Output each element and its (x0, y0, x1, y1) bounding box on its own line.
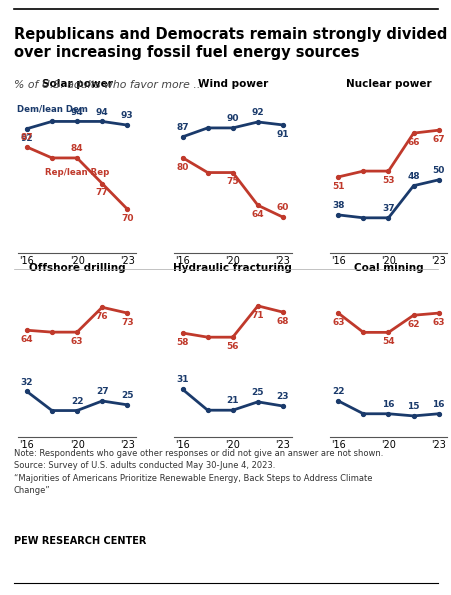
Text: 66: 66 (406, 138, 419, 147)
Text: 84: 84 (71, 144, 83, 153)
Text: 63: 63 (331, 318, 344, 327)
Text: 15: 15 (406, 402, 419, 411)
Text: 32: 32 (21, 378, 33, 387)
Text: 50: 50 (432, 166, 444, 175)
Text: 71: 71 (251, 311, 263, 320)
Text: 92: 92 (20, 134, 33, 143)
Text: 25: 25 (251, 388, 263, 397)
Text: 90: 90 (226, 114, 239, 123)
Text: Republicans and Democrats remain strongly divided
over increasing fossil fuel en: Republicans and Democrats remain strongl… (14, 27, 446, 60)
Text: 58: 58 (176, 338, 189, 347)
Text: 22: 22 (71, 397, 83, 406)
Title: Offshore drilling: Offshore drilling (29, 263, 125, 273)
Text: Rep/lean Rep: Rep/lean Rep (45, 168, 109, 177)
Text: 80: 80 (176, 162, 189, 171)
Text: 91: 91 (276, 130, 289, 139)
Text: 56: 56 (226, 342, 239, 351)
Text: 16: 16 (382, 400, 394, 409)
Text: 63: 63 (71, 337, 83, 346)
Text: 51: 51 (331, 182, 344, 191)
Text: 94: 94 (96, 108, 108, 117)
Text: 70: 70 (121, 214, 133, 223)
Text: 87: 87 (176, 123, 189, 132)
Text: 21: 21 (226, 396, 239, 405)
Text: 53: 53 (382, 176, 394, 185)
Text: 94: 94 (70, 108, 83, 117)
Text: 92: 92 (251, 108, 263, 117)
Text: 93: 93 (121, 111, 133, 120)
Title: Wind power: Wind power (197, 79, 267, 89)
Text: 75: 75 (226, 177, 239, 186)
Text: 16: 16 (432, 400, 444, 409)
Text: 62: 62 (406, 320, 419, 329)
Text: Note: Respondents who gave other responses or did not give an answer are not sho: Note: Respondents who gave other respons… (14, 449, 382, 494)
Title: Nuclear power: Nuclear power (345, 79, 430, 89)
Text: 60: 60 (276, 203, 289, 212)
Text: Dem/lean Dem: Dem/lean Dem (17, 104, 87, 113)
Text: 31: 31 (176, 375, 189, 384)
Text: 54: 54 (382, 337, 394, 346)
Text: 64: 64 (20, 335, 33, 344)
Text: 38: 38 (331, 201, 344, 210)
Text: 73: 73 (121, 318, 133, 327)
Text: % of U.S. adults who favor more ...: % of U.S. adults who favor more ... (14, 80, 203, 90)
Text: 64: 64 (251, 210, 263, 219)
Text: 48: 48 (406, 172, 419, 181)
Text: 27: 27 (96, 387, 108, 396)
Text: 77: 77 (96, 189, 108, 198)
Text: 23: 23 (276, 392, 289, 401)
Title: Hydraulic fracturing: Hydraulic fracturing (173, 263, 291, 273)
Text: 67: 67 (432, 135, 444, 144)
Title: Solar power: Solar power (41, 79, 112, 89)
Text: 22: 22 (331, 387, 344, 396)
Text: 87: 87 (20, 133, 33, 142)
Title: Coal mining: Coal mining (353, 263, 423, 273)
Text: 37: 37 (382, 204, 394, 213)
Text: PEW RESEARCH CENTER: PEW RESEARCH CENTER (14, 536, 146, 546)
Text: 25: 25 (121, 391, 133, 400)
Text: 76: 76 (96, 312, 108, 321)
Text: 63: 63 (432, 318, 444, 327)
Text: 68: 68 (276, 317, 289, 326)
